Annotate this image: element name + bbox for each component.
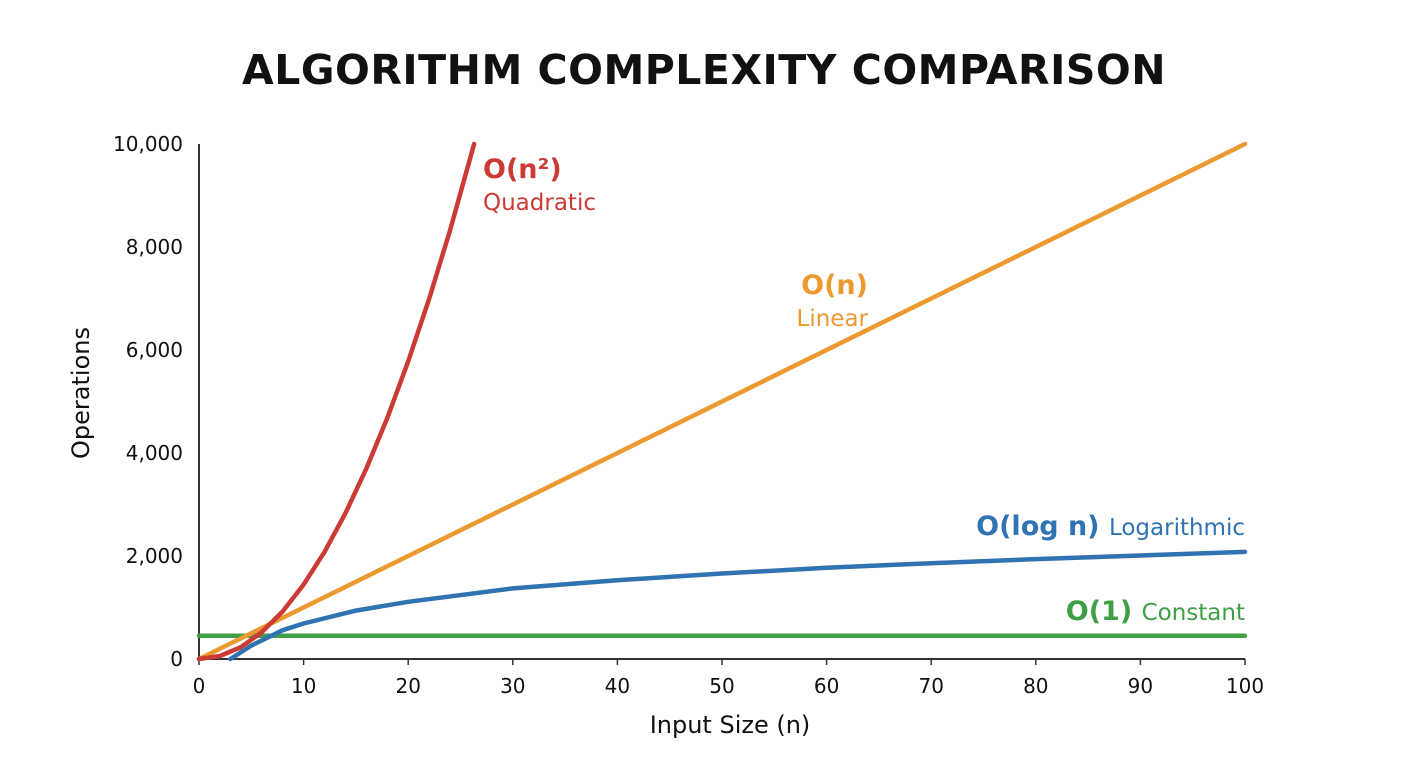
series-name-quadratic: O(n²) (483, 154, 562, 185)
x-tick-label: 70 (918, 674, 943, 698)
series-desc-linear: Linear (797, 306, 869, 332)
chart-title: ALGORITHM COMPLEXITY COMPARISON (241, 46, 1167, 94)
x-tick-label: 90 (1128, 674, 1153, 698)
series-desc-constant: Constant (1142, 600, 1245, 626)
series-line-linear (196, 141, 1248, 662)
x-tick-label: 10 (291, 674, 316, 698)
x-tick-label: 80 (1023, 674, 1048, 698)
series-desc-quadratic: Quadratic (483, 190, 596, 216)
y-tick-label: 10,000 (113, 132, 183, 156)
series-layer (196, 141, 1248, 662)
x-tick-label: 60 (814, 674, 839, 698)
series-label-constant: O(1) Constant (1066, 596, 1245, 627)
y-tick-label: 0 (170, 647, 183, 671)
series-name-constant: O(1) (1066, 596, 1142, 627)
x-tick-label: 100 (1226, 674, 1264, 698)
series-desc-logarithmic: Logarithmic (1109, 515, 1245, 541)
label-layer: O(n²) Quadratic O(n) Linear O(log n) Logarit… (483, 154, 1245, 627)
series-name-logarithmic: O(log n) (976, 511, 1109, 542)
series-line-quadratic (196, 141, 477, 662)
y-tick-label: 2,000 (126, 544, 183, 568)
y-tick-label: 4,000 (126, 441, 183, 465)
series-label-logarithmic: O(log n) Logarithmic (976, 511, 1245, 542)
x-tick-label: 50 (709, 674, 734, 698)
y-tick-label: 8,000 (126, 235, 183, 259)
y-tick-label: 6,000 (126, 338, 183, 362)
series-line-logarithmic (228, 549, 1248, 662)
series-name-linear: O(n) (801, 270, 868, 301)
x-tick-label: 20 (395, 674, 420, 698)
y-axis-title: Operations (67, 327, 95, 459)
x-tick-label: 40 (605, 674, 630, 698)
axes: 0 10 20 30 40 50 60 70 80 90 100 0 2,000 4,000 6,000 8,… (67, 132, 1264, 739)
x-axis-title: Input Size (n) (650, 711, 811, 739)
x-tick-label: 30 (500, 674, 525, 698)
x-tick-label: 0 (193, 674, 206, 698)
